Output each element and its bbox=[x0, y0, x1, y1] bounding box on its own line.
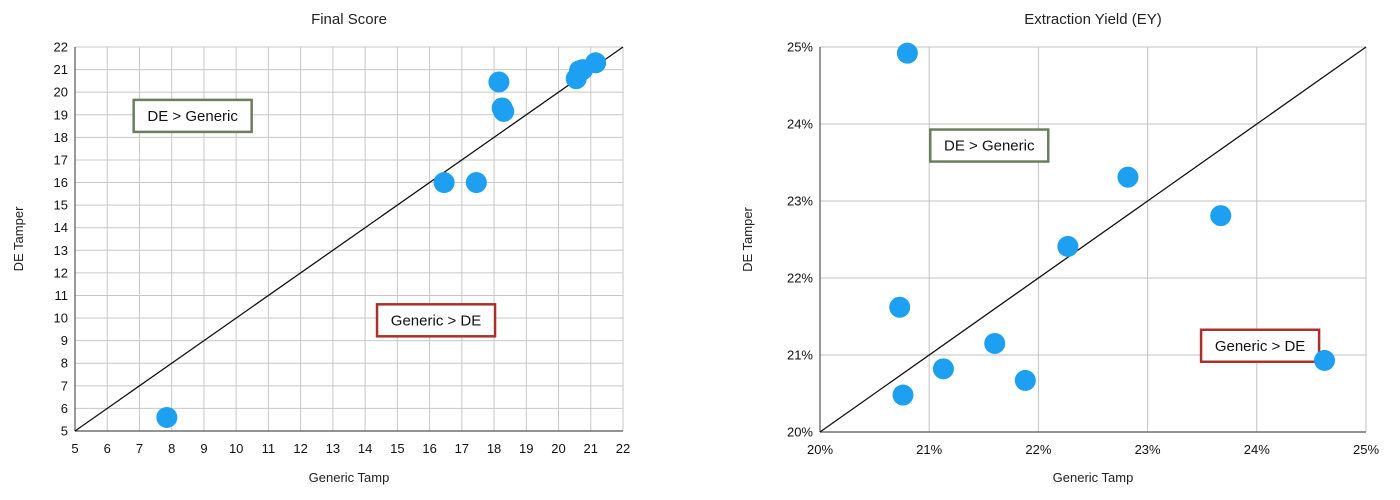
x-tick-label: 12 bbox=[293, 441, 307, 456]
data-point bbox=[493, 100, 515, 122]
x-tick-label: 19 bbox=[519, 441, 533, 456]
y-tick-label: 12 bbox=[54, 265, 68, 280]
annotation-box-1 bbox=[132, 98, 253, 134]
annotation-label-2: Generic > DE bbox=[1215, 338, 1305, 355]
x-axis-label: Generic Tamp bbox=[1053, 470, 1134, 485]
chart-2: 20% 21% 22% 23% 24% 25% 20% 21% 22% 23% 24% 25% Extr… bbox=[740, 11, 1379, 485]
y-tick-label: 5 bbox=[61, 424, 68, 439]
y-tick-label: 21 bbox=[54, 62, 68, 77]
x-tick-label: 22% bbox=[1025, 442, 1051, 457]
reference-line bbox=[74, 46, 624, 432]
x-tick-label: 11 bbox=[262, 441, 276, 456]
y-tick-label: 16 bbox=[54, 175, 68, 190]
chart-1: 5 6 7 8 9 10 11 12 13 14 15 16 17 18 19 20 21 22 5 6 7 8 9 10 11… bbox=[11, 11, 630, 485]
reference-line bbox=[819, 46, 1367, 433]
data-point bbox=[585, 52, 607, 74]
y-tick-label: 10 bbox=[54, 311, 68, 326]
y-tick-label: 9 bbox=[61, 333, 68, 348]
x-tick-label: 15 bbox=[390, 441, 404, 456]
data-point bbox=[433, 172, 455, 194]
x-axis-label: Generic Tamp bbox=[309, 470, 390, 485]
annotation-box-2 bbox=[375, 303, 497, 338]
x-tick-label: 10 bbox=[229, 441, 243, 456]
y-tick-label: 14 bbox=[54, 220, 68, 235]
y-axis-label: DE Tamper bbox=[11, 206, 26, 271]
x-tick-label: 23% bbox=[1135, 442, 1161, 457]
data-point bbox=[932, 358, 954, 380]
annotation-box-2 bbox=[1199, 328, 1321, 364]
x-tick-label: 13 bbox=[326, 441, 340, 456]
x-tick-label: 6 bbox=[104, 441, 111, 456]
x-tick-label: 8 bbox=[168, 441, 175, 456]
x-tick-label: 17 bbox=[455, 441, 469, 456]
data-point bbox=[896, 42, 918, 64]
y-tick-label: 22 bbox=[54, 40, 68, 55]
y-tick-label: 19 bbox=[54, 107, 68, 122]
y-tick-label: 25% bbox=[787, 40, 813, 55]
data-point bbox=[984, 332, 1006, 354]
data-point bbox=[1210, 205, 1232, 227]
x-tick-label: 21% bbox=[916, 442, 942, 457]
y-tick-label: 13 bbox=[54, 243, 68, 258]
x-tick-label: 22 bbox=[616, 441, 630, 456]
y-tick-label: 15 bbox=[54, 198, 68, 213]
x-tick-label: 9 bbox=[200, 441, 207, 456]
x-tick-label: 18 bbox=[487, 441, 501, 456]
data-point bbox=[892, 384, 914, 406]
y-tick-label: 8 bbox=[61, 356, 68, 371]
x-tick-label: 5 bbox=[71, 441, 78, 456]
y-axis-label: DE Tamper bbox=[740, 206, 755, 271]
x-tick-label: 7 bbox=[136, 441, 143, 456]
annotation-label-2: Generic > DE bbox=[391, 312, 481, 329]
y-tick-label: 20% bbox=[787, 425, 813, 440]
x-tick-label: 20% bbox=[807, 442, 833, 457]
data-point bbox=[488, 71, 510, 93]
annotation-label-1: DE > Generic bbox=[944, 138, 1035, 155]
chart-title: Final Score bbox=[311, 11, 387, 28]
y-tick-label: 11 bbox=[55, 288, 69, 303]
x-tick-label: 20 bbox=[551, 441, 565, 456]
y-tick-label: 21% bbox=[787, 348, 813, 363]
data-point bbox=[889, 296, 911, 318]
x-tick-label: 25% bbox=[1353, 442, 1379, 457]
y-tick-label: 6 bbox=[61, 401, 68, 416]
y-tick-label: 22% bbox=[787, 271, 813, 286]
data-point bbox=[1014, 369, 1036, 391]
annotation-box-1 bbox=[929, 128, 1050, 163]
y-tick-label: 23% bbox=[787, 194, 813, 209]
data-point bbox=[1117, 166, 1139, 188]
y-tick-label: 24% bbox=[787, 117, 813, 132]
x-tick-label: 24% bbox=[1244, 442, 1270, 457]
x-tick-label: 21 bbox=[584, 441, 598, 456]
y-tick-label: 17 bbox=[54, 152, 68, 167]
y-tick-label: 20 bbox=[54, 85, 68, 100]
x-tick-label: 16 bbox=[422, 441, 436, 456]
data-point bbox=[156, 406, 178, 428]
y-tick-label: 7 bbox=[61, 378, 68, 393]
annotation-label-1: DE > Generic bbox=[147, 108, 238, 125]
chart-title: Extraction Yield (EY) bbox=[1024, 11, 1162, 28]
y-tick-label: 18 bbox=[54, 130, 68, 145]
x-tick-label: 14 bbox=[358, 441, 372, 456]
data-point bbox=[1057, 235, 1079, 257]
data-point bbox=[465, 172, 487, 194]
data-point bbox=[1314, 349, 1336, 371]
